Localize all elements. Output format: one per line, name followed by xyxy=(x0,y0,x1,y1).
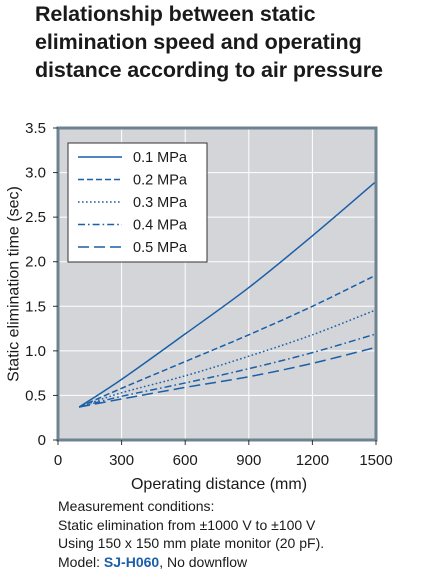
y-tick-label: 0 xyxy=(38,432,46,449)
y-tick-label: 1.0 xyxy=(25,343,46,360)
y-axis: 0 0.5 1.0 1.5 2.0 2.5 3.0 3.5 xyxy=(25,120,58,449)
y-tick-label: 3.5 xyxy=(25,120,46,137)
series-line xyxy=(78,274,377,408)
title-line: distance according to air pressure xyxy=(35,58,383,82)
series-line xyxy=(78,180,377,408)
legend-label: 0.3 MPa xyxy=(133,195,188,211)
note-model-suffix: , No downflow xyxy=(159,553,248,570)
y-axis-label: Static elimination time (sec) xyxy=(6,186,23,382)
y-tick-label: 2.0 xyxy=(25,254,46,271)
y-tick-label: 2.5 xyxy=(25,209,46,226)
chart-title: Relationship between static elimination … xyxy=(35,0,427,84)
title-line: elimination speed and operating xyxy=(35,30,362,54)
note-line: Model: SJ-H060, No downflow xyxy=(58,553,324,572)
note-model-prefix: Model: xyxy=(58,553,104,570)
title-line: Relationship between static xyxy=(35,2,316,26)
note-line: Using 150 x 150 mm plate monitor (20 pF)… xyxy=(58,535,325,551)
x-tick-label: 1500 xyxy=(359,452,392,469)
y-tick-label: 1.5 xyxy=(25,298,46,315)
note-line: Static elimination from ±1000 V to ±100 … xyxy=(58,516,316,533)
series-line xyxy=(79,346,377,408)
series-group xyxy=(78,180,377,408)
x-tick-label: 1200 xyxy=(296,452,329,469)
x-axis: 0 300 600 900 1200 1500 xyxy=(54,440,393,469)
legend: 0.1 MPa 0.2 MPa 0.3 MPa 0.4 MPa 0.5 MPa xyxy=(67,142,208,263)
line-chart: 0 300 600 900 1200 1500 0 0.5 1.0 1.5 2.0 2.5 3.0 3.… xyxy=(6,120,393,493)
note-line: Measurement conditions: xyxy=(58,498,215,514)
legend-label: 0.4 MPa xyxy=(133,218,188,234)
x-tick-label: 300 xyxy=(109,452,134,469)
plot-frame xyxy=(56,126,378,442)
x-axis-label: Operating distance (mm) xyxy=(131,476,307,493)
y-tick-label: 3.0 xyxy=(25,165,46,182)
x-tick-label: 0 xyxy=(54,452,62,469)
x-tick-label: 900 xyxy=(236,452,261,469)
y-tick-label: 0.5 xyxy=(25,387,46,404)
measurement-notes: Measurement conditions: Static eliminati… xyxy=(58,497,324,571)
model-name: SJ-H060 xyxy=(103,553,160,570)
series-line xyxy=(78,309,377,408)
legend-label: 0.2 MPa xyxy=(133,173,188,189)
legend-label: 0.1 MPa xyxy=(133,150,188,166)
x-tick-label: 600 xyxy=(173,452,198,469)
legend-label: 0.5 MPa xyxy=(133,240,188,256)
